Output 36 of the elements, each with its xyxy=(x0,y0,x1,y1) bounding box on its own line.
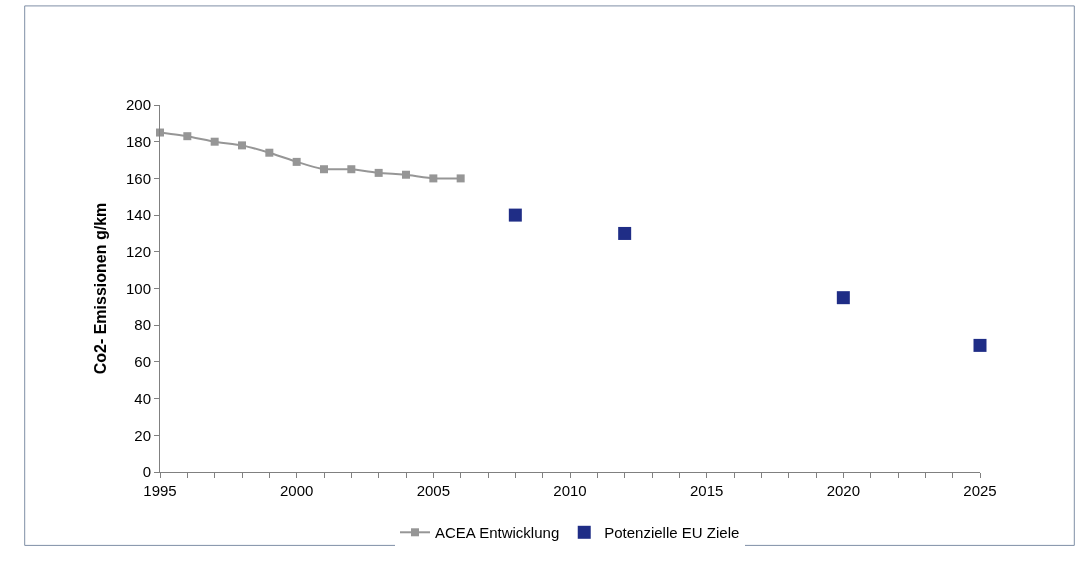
point xyxy=(265,148,274,157)
point xyxy=(402,170,410,179)
y-tick-label: 80 xyxy=(134,316,151,334)
point xyxy=(374,168,383,177)
x-tick-label: 2015 xyxy=(689,482,724,499)
legend-label: Potenzielle EU Ziele xyxy=(604,524,740,542)
point xyxy=(210,137,219,146)
y-tick-label: 180 xyxy=(125,132,151,150)
x-tick-label: 1995 xyxy=(143,482,177,499)
y-tick-label: 160 xyxy=(125,169,151,187)
y-tick-label: 120 xyxy=(125,243,151,261)
y-tick-label: 100 xyxy=(125,279,151,297)
x-tick-label: 2025 xyxy=(963,482,997,499)
x-tick-label: 2010 xyxy=(553,482,587,499)
point xyxy=(429,174,438,183)
point xyxy=(347,165,356,174)
y-tick-label: 200 xyxy=(125,96,151,114)
point xyxy=(836,291,850,305)
y-tick-label: 60 xyxy=(134,353,151,371)
point xyxy=(292,157,301,166)
legend-label: ACEA Entwicklung xyxy=(435,524,560,542)
point xyxy=(320,165,328,174)
point xyxy=(508,208,522,222)
y-tick-label: 20 xyxy=(134,426,151,444)
x-tick-label: 2020 xyxy=(826,482,861,499)
y-tick-label: 140 xyxy=(125,206,151,224)
y-tick-label: 0 xyxy=(142,463,151,481)
x-tick-label: 2005 xyxy=(416,482,451,499)
point xyxy=(183,132,192,141)
point xyxy=(973,338,987,352)
point xyxy=(456,174,465,183)
y-tick-label: 40 xyxy=(134,389,151,407)
x-tick-label: 2000 xyxy=(279,482,314,499)
y-axis-title: Co2- Emissionen g/km xyxy=(91,202,109,375)
point xyxy=(238,141,246,150)
point xyxy=(618,226,632,240)
